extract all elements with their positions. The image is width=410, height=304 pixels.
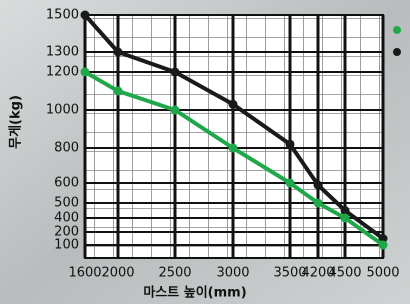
y-tick-label: 1300	[46, 45, 79, 60]
data-point	[286, 140, 295, 149]
chart: 마스트 높이(mm) 무게(kg) 1500 1300 1200 1000 800 600…	[0, 0, 410, 304]
data-point	[229, 144, 238, 153]
data-point	[314, 199, 323, 208]
data-point	[379, 241, 388, 250]
y-tick-label: 1200	[46, 65, 79, 80]
data-point	[286, 179, 295, 188]
y-tick-label: 1500	[46, 8, 79, 23]
y-tick-label: 1000	[46, 103, 79, 118]
x-tick-label: 1600	[68, 266, 101, 281]
x-tick-label: 2000	[101, 266, 134, 281]
x-tick-label: 4500	[328, 266, 361, 281]
x-axis-label: 마스트 높이(mm)	[143, 285, 246, 301]
data-point	[171, 106, 180, 115]
data-point	[229, 100, 238, 109]
data-point	[341, 214, 350, 223]
y-tick-label: 800	[54, 141, 79, 156]
x-tick-label: 3000	[216, 266, 249, 281]
x-tick-label: 2500	[158, 266, 191, 281]
y-tick-label: 500	[54, 196, 79, 211]
data-point	[81, 68, 90, 77]
data-point	[171, 68, 180, 77]
data-point	[114, 48, 123, 57]
y-axis-label: 무게(kg)	[9, 95, 24, 149]
y-tick-label: 600	[54, 176, 79, 191]
legend-dot	[393, 48, 401, 56]
data-point	[81, 11, 90, 20]
legend-dot	[393, 26, 401, 34]
y-tick-label: 100	[54, 238, 79, 253]
x-tick-label: 5000	[366, 266, 399, 281]
y-tick-label: 400	[54, 211, 79, 226]
data-point	[114, 87, 123, 96]
data-point	[314, 181, 323, 190]
